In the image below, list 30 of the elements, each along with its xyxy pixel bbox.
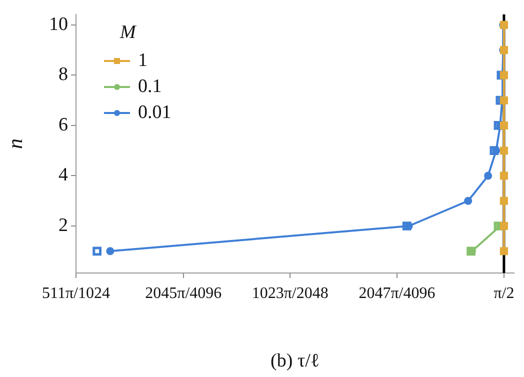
point (500, 146, 508, 155)
x-tick-label: 1023π/2048 (252, 284, 328, 302)
point (500, 196, 508, 205)
x-tick-label: π/2 (494, 284, 514, 302)
y-tick-label: 4 (58, 164, 68, 186)
point (464, 196, 472, 205)
point (494, 222, 503, 230)
point (500, 172, 508, 180)
y-axis-title: n (3, 138, 28, 149)
point (402, 222, 412, 230)
legend-label: 0.1 (138, 76, 162, 98)
point (106, 247, 114, 256)
x-axis-title: (b) τ/ℓ (270, 350, 320, 372)
point (494, 121, 503, 130)
x-tick-label: 511π/1024 (42, 284, 110, 302)
y-tick-label: 10 (49, 14, 68, 35)
y-tick-label: 6 (58, 114, 68, 136)
y-tick-label: 8 (58, 64, 68, 86)
point (92, 246, 102, 256)
legend-title: M (120, 22, 138, 44)
point (484, 172, 492, 180)
x-tick-label: 2047π/4096 (358, 284, 436, 302)
point (500, 121, 508, 130)
legend-label: 1 (138, 50, 148, 72)
point (500, 222, 508, 230)
y-tick-label: 2 (58, 214, 68, 236)
point (490, 146, 499, 156)
x-tick-label: 2045π/4096 (145, 284, 222, 302)
legend-label: 0.01 (138, 102, 172, 124)
point (500, 247, 508, 256)
